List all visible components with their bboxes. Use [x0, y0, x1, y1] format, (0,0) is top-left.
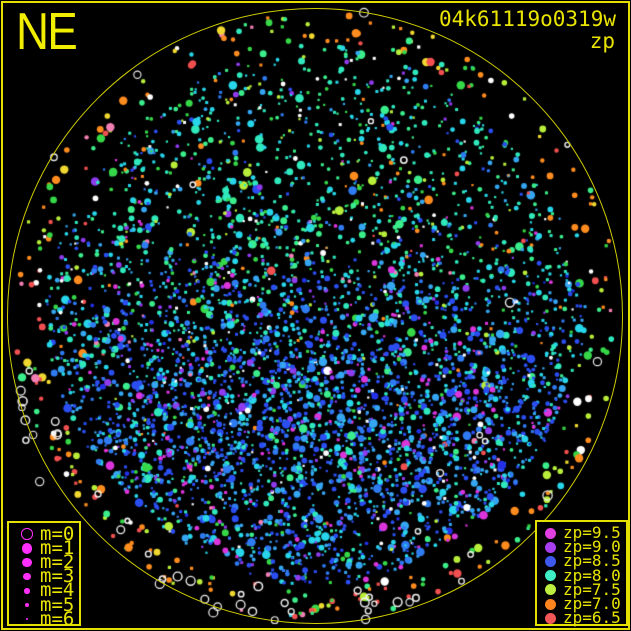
- legend-marker-icon: [14, 602, 40, 608]
- legend-marker-icon: [14, 528, 40, 540]
- zeropoint-legend-item: zp=9.5: [541, 523, 626, 543]
- filled-circle-icon: [23, 572, 31, 581]
- filled-circle-icon: [25, 618, 29, 621]
- legend-marker-icon: [541, 584, 560, 596]
- filled-circle-icon: [545, 584, 556, 596]
- legend-label: m=4: [40, 579, 75, 602]
- filled-circle-icon: [545, 527, 556, 539]
- filled-circle-icon: [545, 612, 556, 624]
- magnitude-legend-item: m=6: [14, 607, 79, 630]
- filled-circle-icon: [545, 570, 556, 582]
- legend-marker-icon: [541, 612, 560, 624]
- legend-label: m=0: [40, 522, 75, 545]
- legend-label: m=6: [40, 607, 75, 630]
- legend-marker-icon: [541, 541, 560, 553]
- zeropoint-legend-item: zp=9.0: [541, 537, 626, 557]
- open-circle-icon: [21, 528, 33, 540]
- legend-marker-icon: [541, 598, 560, 610]
- horizon-circle: [7, 7, 623, 624]
- legend-marker-icon: [14, 618, 40, 621]
- legend-label: zp=9.0: [563, 537, 621, 557]
- magnitude-legend-item: m=2: [14, 550, 79, 573]
- zeropoint-legend-item: zp=6.5: [541, 608, 626, 628]
- legend-label: zp=7.5: [563, 579, 621, 599]
- legend-label: zp=9.5: [563, 523, 621, 543]
- filled-circle-icon: [545, 598, 556, 610]
- legend-label: zp=7.0: [563, 594, 621, 614]
- legend-label: m=3: [40, 565, 75, 588]
- magnitude-legend: m=0 m=1 m=2 m=3 m=4 m=5 m=6: [7, 521, 81, 630]
- plot-title: 04k61119o0319w: [438, 7, 616, 31]
- zeropoint-legend-item: zp=7.0: [541, 594, 626, 614]
- filled-circle-icon: [21, 543, 33, 554]
- zeropoint-legend-item: zp=8.0: [541, 565, 626, 585]
- legend-marker-icon: [14, 588, 40, 594]
- filled-circle-icon: [545, 555, 556, 567]
- magnitude-legend-item: m=0: [14, 522, 79, 545]
- zeropoint-legend: zp=9.5 zp=9.0 zp=8.5 zp=8.0 zp=7.5 zp=7.0 zp=6…: [535, 520, 628, 626]
- zeropoint-legend-item: zp=7.5: [541, 579, 626, 599]
- magnitude-legend-item: m=1: [14, 536, 79, 559]
- legend-label: m=5: [40, 593, 75, 616]
- magnitude-legend-item: m=4: [14, 579, 79, 602]
- legend-marker-icon: [541, 527, 560, 539]
- orientation-label: NE: [16, 3, 78, 61]
- legend-marker-icon: [14, 543, 40, 554]
- legend-label: m=2: [40, 550, 75, 573]
- legend-marker-icon: [541, 570, 560, 582]
- legend-label: m=1: [40, 536, 75, 559]
- legend-label: zp=6.5: [563, 608, 621, 628]
- filled-circle-icon: [24, 602, 30, 608]
- legend-label: zp=8.5: [563, 551, 621, 571]
- filled-circle-icon: [545, 541, 556, 553]
- legend-label: zp=8.0: [563, 565, 621, 585]
- legend-marker-icon: [14, 557, 40, 568]
- filled-circle-icon: [22, 557, 32, 568]
- legend-marker-icon: [541, 555, 560, 567]
- filled-circle-icon: [24, 588, 30, 594]
- zeropoint-legend-item: zp=8.5: [541, 551, 626, 571]
- color-scale-label: zp: [589, 29, 615, 53]
- magnitude-legend-item: m=5: [14, 593, 79, 616]
- legend-marker-icon: [14, 572, 40, 581]
- magnitude-legend-item: m=3: [14, 565, 79, 588]
